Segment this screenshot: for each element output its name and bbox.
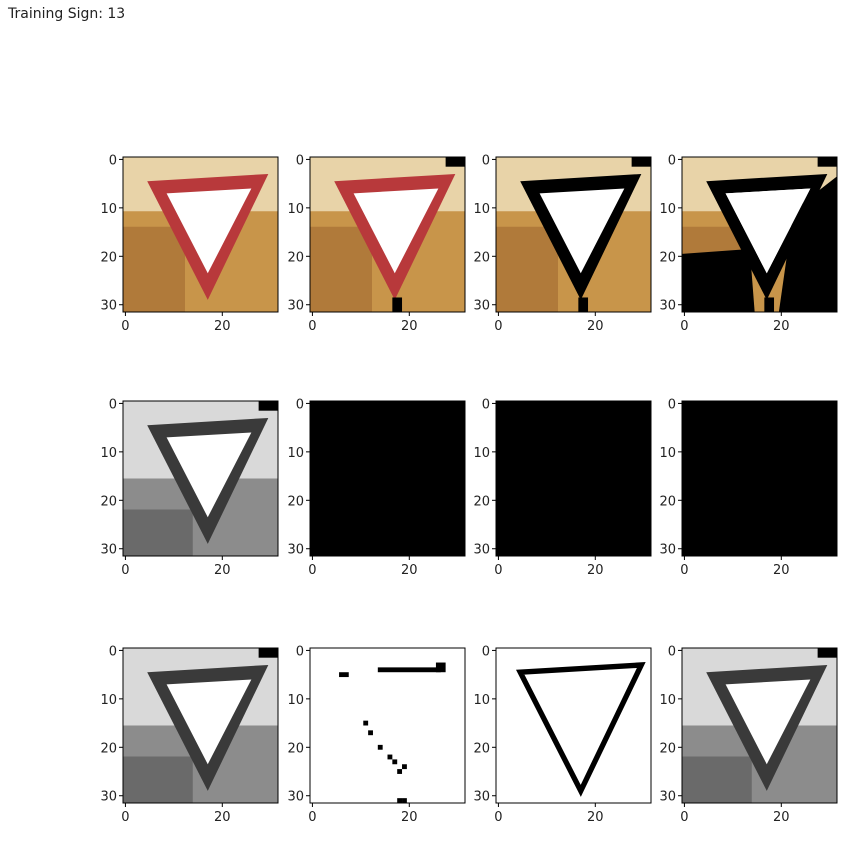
x-tick-label: 0 (121, 563, 129, 578)
y-tick-label: 30 (287, 299, 304, 314)
x-tick-label: 20 (401, 563, 418, 578)
y-tick-label: 30 (100, 790, 117, 805)
x-tick-label: 0 (121, 810, 129, 825)
y-tick-label: 10 (473, 446, 490, 461)
x-tick-label: 20 (214, 810, 231, 825)
panel-black-3: 0 10 20 30 0 20 (659, 397, 838, 578)
y-tick-label: 0 (482, 153, 490, 168)
x-tick-label: 0 (494, 319, 502, 334)
y-tick-label: 20 (659, 741, 676, 756)
x-tick-label: 20 (587, 319, 604, 334)
y-tick-label: 0 (482, 644, 490, 659)
x-tick-label: 0 (494, 563, 502, 578)
y-tick-label: 30 (473, 543, 490, 558)
y-tick-label: 20 (287, 250, 304, 265)
y-tick-label: 10 (287, 693, 304, 708)
y-tick-label: 0 (109, 397, 117, 412)
y-tick-label: 20 (100, 250, 117, 265)
panel-grayscale-3: 0 10 20 30 0 20 (659, 644, 838, 825)
y-tick-label: 30 (473, 299, 490, 314)
y-tick-label: 10 (100, 202, 117, 217)
x-tick-label: 20 (401, 319, 418, 334)
y-tick-label: 30 (473, 790, 490, 805)
y-tick-label: 0 (109, 153, 117, 168)
x-tick-label: 20 (214, 319, 231, 334)
y-tick-label: 0 (296, 153, 304, 168)
y-tick-label: 10 (473, 693, 490, 708)
x-tick-label: 0 (494, 810, 502, 825)
y-tick-label: 30 (100, 299, 117, 314)
x-tick-label: 0 (680, 810, 688, 825)
panel-edges: 0 10 20 30 0 20 (473, 644, 652, 825)
y-tick-label: 20 (287, 494, 304, 509)
y-tick-label: 0 (668, 397, 676, 412)
y-tick-label: 20 (473, 250, 490, 265)
x-tick-label: 20 (773, 319, 790, 334)
panel-black-2: 0 10 20 30 0 20 (473, 397, 652, 578)
x-tick-label: 20 (773, 563, 790, 578)
y-tick-label: 0 (296, 397, 304, 412)
y-tick-label: 0 (482, 397, 490, 412)
x-tick-label: 0 (121, 319, 129, 334)
panel-grayscale-2: 0 10 20 30 0 20 (100, 644, 279, 825)
y-tick-label: 20 (100, 741, 117, 756)
y-tick-label: 20 (659, 494, 676, 509)
y-tick-label: 30 (659, 790, 676, 805)
y-tick-label: 10 (473, 202, 490, 217)
x-tick-label: 20 (773, 810, 790, 825)
x-tick-label: 20 (587, 810, 604, 825)
y-tick-label: 10 (659, 202, 676, 217)
y-tick-label: 20 (659, 250, 676, 265)
panel-edges-sparse: 0 10 20 30 0 20 (287, 644, 466, 825)
x-tick-label: 0 (308, 810, 316, 825)
x-tick-label: 0 (308, 563, 316, 578)
y-tick-label: 10 (287, 202, 304, 217)
y-tick-label: 0 (296, 644, 304, 659)
y-tick-label: 20 (473, 741, 490, 756)
y-tick-label: 30 (287, 790, 304, 805)
y-tick-label: 30 (287, 543, 304, 558)
figure-title: Training Sign: 13 (8, 6, 126, 22)
x-tick-label: 20 (401, 810, 418, 825)
y-tick-label: 10 (100, 693, 117, 708)
y-tick-label: 20 (100, 494, 117, 509)
y-tick-label: 30 (659, 543, 676, 558)
y-tick-label: 0 (668, 153, 676, 168)
y-tick-label: 0 (668, 644, 676, 659)
y-tick-label: 10 (659, 693, 676, 708)
y-tick-label: 10 (287, 446, 304, 461)
x-tick-label: 20 (214, 563, 231, 578)
y-tick-label: 30 (100, 543, 117, 558)
x-tick-label: 0 (308, 319, 316, 334)
panel-grayscale: 0 10 20 30 0 20 (100, 397, 279, 578)
panel-color-variant-1: 0 10 20 30 0 20 (287, 153, 466, 334)
y-tick-label: 0 (109, 644, 117, 659)
y-tick-label: 20 (473, 494, 490, 509)
y-tick-label: 10 (659, 446, 676, 461)
y-tick-label: 10 (100, 446, 117, 461)
panel-color-threshold: 0 10 20 30 0 20 (659, 153, 838, 334)
x-tick-label: 20 (587, 563, 604, 578)
panel-color-black-outline: 0 10 20 30 0 20 (473, 153, 652, 334)
y-tick-label: 30 (659, 299, 676, 314)
y-tick-label: 20 (287, 741, 304, 756)
panel-original-color: 0 10 20 30 0 20 (100, 153, 279, 334)
x-tick-label: 0 (680, 563, 688, 578)
panel-black-1: 0 10 20 30 0 20 (287, 397, 466, 578)
x-tick-label: 0 (680, 319, 688, 334)
